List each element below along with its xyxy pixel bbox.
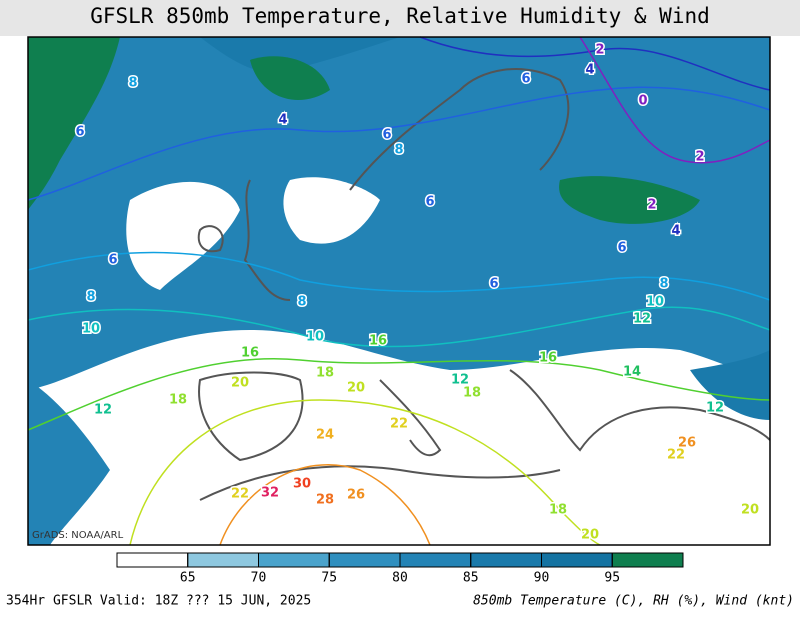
- color-segment: [258, 552, 330, 568]
- color-segment: [116, 552, 189, 568]
- contour-line: [579, 36, 771, 164]
- contour-label: 2: [595, 43, 604, 58]
- contour-label: 8: [659, 277, 668, 292]
- contour-label: 8: [128, 76, 137, 91]
- contour-label: 14: [623, 365, 641, 380]
- coastline: [199, 465, 561, 501]
- contour-label: 8: [86, 290, 95, 305]
- tick-label: 75: [321, 571, 337, 586]
- tick-label: 90: [534, 571, 550, 586]
- coastline: [243, 179, 291, 301]
- coastline: [379, 379, 442, 457]
- contour-label: 0: [638, 94, 647, 109]
- coastline: [509, 369, 771, 452]
- contour-line: [27, 251, 771, 301]
- contour-label: 20: [231, 376, 249, 391]
- contour-label: 10: [646, 295, 664, 310]
- contour-label: 26: [347, 488, 365, 503]
- dry-area: [126, 181, 240, 290]
- color-segment: [399, 552, 472, 568]
- contour-label: 10: [306, 330, 324, 345]
- footer-right: 850mb Temperature (C), RH (%), Wind (knt…: [473, 594, 794, 609]
- contour-label: 2: [647, 198, 656, 213]
- color-segment: [541, 552, 613, 568]
- color-segment: [187, 552, 259, 568]
- contour-label: 6: [617, 241, 626, 256]
- coastline: [197, 225, 224, 253]
- contour-label: 24: [316, 428, 334, 443]
- contour-label: 18: [549, 503, 567, 518]
- contour-label: 22: [231, 487, 249, 502]
- contour-label: 2: [695, 150, 704, 165]
- footer-left: 354Hr GFSLR Valid: 18Z ??? 15 JUN, 2025: [6, 594, 311, 609]
- contour-label: 30: [293, 477, 311, 492]
- contours: [27, 36, 771, 546]
- contour-label: 12: [633, 312, 651, 327]
- contour-label: 4: [585, 63, 594, 78]
- contour-line: [129, 399, 601, 546]
- tick-label: 85: [463, 571, 479, 586]
- contour-label: 20: [741, 503, 759, 518]
- contour-label: 16: [539, 351, 557, 366]
- credit: GrADS: NOAA/ARL: [32, 530, 124, 541]
- color-segment: [611, 552, 684, 568]
- contour-label: 18: [169, 393, 187, 408]
- contour-label: 6: [425, 195, 434, 210]
- contour-label: 4: [671, 224, 680, 239]
- rh-field: [559, 176, 700, 224]
- map-frame: [27, 36, 771, 546]
- colorbar: 65 70 75 80 85 90 95: [116, 552, 684, 586]
- tick-label: 65: [180, 571, 196, 586]
- contour-line: [27, 86, 771, 201]
- contour-label: 12: [451, 373, 469, 388]
- contour-label: 6: [489, 277, 498, 292]
- contour-line: [27, 358, 771, 431]
- contour-line: [419, 36, 771, 91]
- contour-label: 6: [521, 72, 530, 87]
- contour-label: 12: [706, 401, 724, 416]
- contour-label: 6: [108, 253, 117, 268]
- tick-label: 70: [251, 571, 267, 586]
- contour-label: 28: [316, 493, 334, 508]
- contour-label: 10: [82, 322, 100, 337]
- contour-label: 16: [369, 334, 387, 349]
- contour-label: 4: [278, 113, 287, 128]
- rh-field: [28, 37, 120, 210]
- title: GFSLR 850mb Temperature, Relative Humidi…: [90, 4, 710, 28]
- tick-label: 80: [392, 571, 408, 586]
- contour-label: 22: [667, 448, 685, 463]
- contour-label: 26: [678, 436, 696, 451]
- contour-label: 12: [94, 403, 112, 418]
- contour-label: 20: [347, 381, 365, 396]
- dry-area: [283, 177, 380, 244]
- coastline: [197, 68, 771, 501]
- tick-label: 95: [604, 571, 620, 586]
- rh-field: [250, 56, 330, 100]
- color-segment: [470, 552, 542, 568]
- contour-line: [27, 306, 771, 348]
- contour-label: 18: [316, 366, 334, 381]
- rh-field: [28, 37, 400, 73]
- contour-label: 6: [75, 125, 84, 140]
- title-bar: [0, 0, 800, 36]
- rh-field: [690, 350, 770, 420]
- contour-line: [219, 464, 431, 546]
- contour-label: 18: [463, 386, 481, 401]
- contour-label: 6: [382, 128, 391, 143]
- contour-label: 20: [581, 528, 599, 543]
- coastline: [198, 371, 304, 462]
- color-segment: [328, 552, 401, 568]
- contour-label: 32: [261, 486, 279, 501]
- contour-label: 16: [241, 346, 259, 361]
- dry-area: [28, 330, 770, 545]
- coastline: [349, 68, 570, 191]
- contour-label: 22: [390, 417, 408, 432]
- contour-label: 8: [297, 295, 306, 310]
- contour-label: 8: [394, 143, 403, 158]
